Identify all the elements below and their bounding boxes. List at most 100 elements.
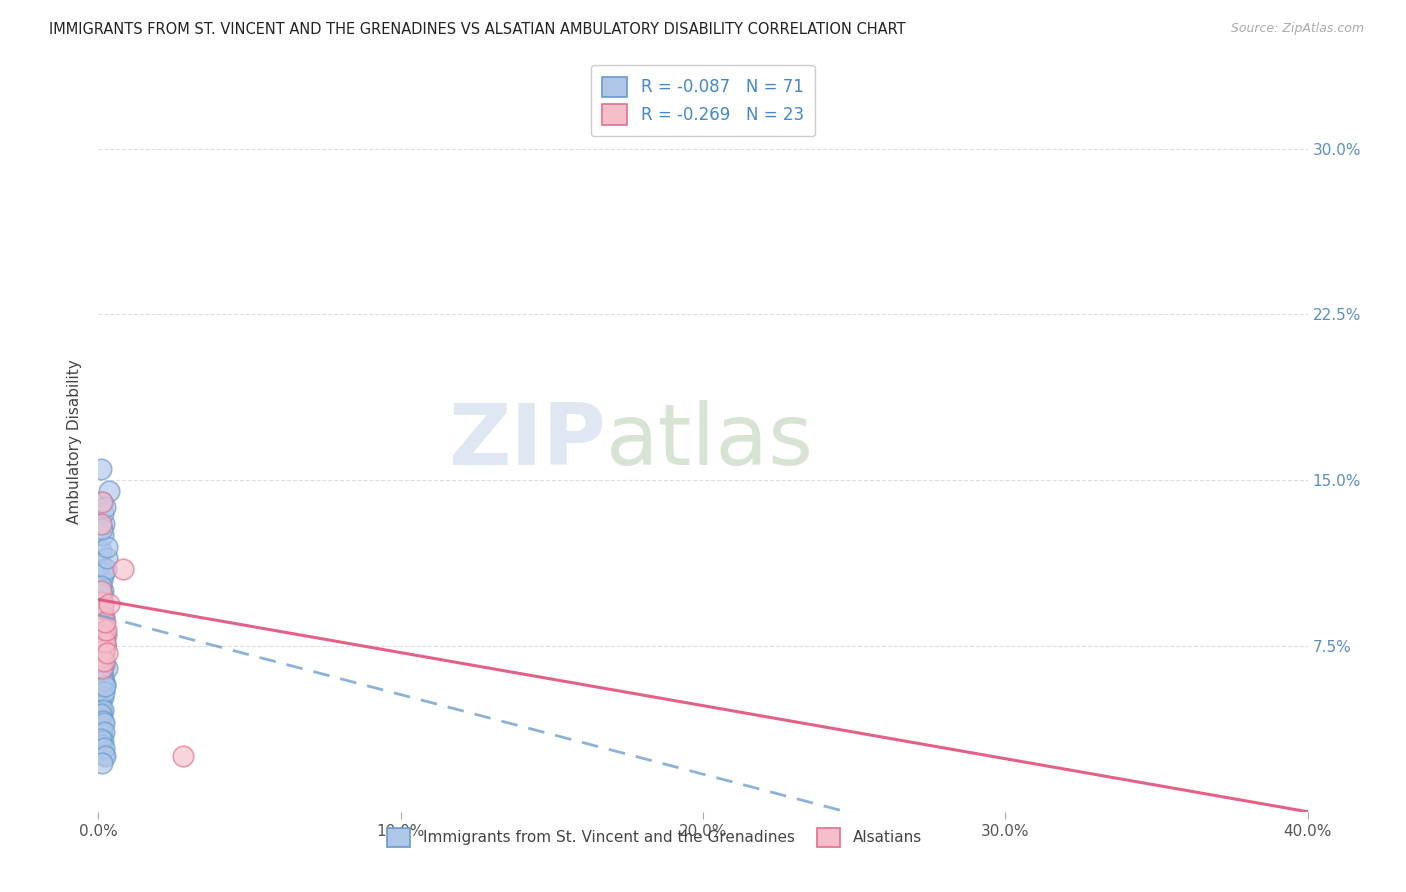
Point	[90, 698, 112, 713]
Text: Source: ZipAtlas.com: Source: ZipAtlas.com	[1230, 22, 1364, 36]
Point	[93, 716, 115, 731]
Point	[90, 652, 112, 666]
Point	[93, 621, 115, 635]
Point	[93, 685, 115, 699]
Legend: Immigrants from St. Vincent and the Grenadines, Alsatians: Immigrants from St. Vincent and the Gren…	[378, 819, 931, 856]
Point	[91, 672, 114, 686]
Text: ZIP: ZIP	[449, 400, 606, 483]
Point	[94, 634, 117, 648]
Point	[91, 632, 114, 647]
Point	[172, 749, 194, 764]
Point	[91, 714, 114, 728]
Point	[91, 610, 114, 624]
Point	[93, 725, 115, 739]
Point	[93, 632, 115, 647]
Point	[93, 657, 115, 671]
Point	[90, 517, 112, 532]
Point	[94, 615, 117, 629]
Point	[90, 583, 112, 598]
Point	[93, 646, 115, 660]
Point	[93, 747, 115, 762]
Point	[91, 650, 114, 665]
Point	[91, 690, 114, 704]
Point	[90, 712, 112, 726]
Point	[91, 734, 114, 748]
Point	[91, 661, 114, 675]
Point	[91, 665, 114, 680]
Point	[91, 495, 114, 509]
Point	[90, 721, 112, 735]
Point	[91, 634, 114, 648]
Point	[90, 558, 112, 572]
Point	[93, 621, 115, 635]
Point	[94, 749, 117, 764]
Point	[111, 561, 134, 575]
Point	[96, 661, 118, 675]
Point	[91, 606, 114, 620]
Point	[90, 707, 112, 722]
Point	[91, 703, 114, 717]
Point	[90, 650, 112, 665]
Point	[91, 670, 114, 684]
Point	[91, 522, 114, 536]
Point	[91, 674, 114, 689]
Point	[96, 540, 118, 554]
Point	[93, 740, 115, 755]
Point	[90, 681, 112, 695]
Text: IMMIGRANTS FROM ST. VINCENT AND THE GRENADINES VS ALSATIAN AMBULATORY DISABILITY: IMMIGRANTS FROM ST. VINCENT AND THE GREN…	[49, 22, 905, 37]
Point	[98, 484, 121, 499]
Point	[93, 615, 115, 629]
Point	[94, 628, 117, 642]
Point	[90, 743, 112, 757]
Point	[93, 517, 115, 532]
Point	[94, 679, 117, 693]
Point	[90, 599, 112, 614]
Point	[94, 500, 117, 514]
Point	[90, 694, 112, 708]
Point	[90, 579, 112, 593]
Point	[94, 676, 117, 690]
Point	[94, 637, 117, 651]
Point	[90, 544, 112, 558]
Point	[91, 583, 114, 598]
Point	[91, 588, 114, 602]
Point	[91, 641, 114, 656]
Point	[96, 646, 118, 660]
Point	[94, 639, 117, 653]
Point	[90, 606, 112, 620]
Point	[90, 616, 112, 631]
Point	[93, 643, 115, 657]
Point	[91, 727, 114, 741]
Point	[93, 655, 115, 669]
Point	[91, 739, 114, 753]
Y-axis label: Ambulatory Disability: Ambulatory Disability	[67, 359, 83, 524]
Point	[94, 624, 117, 638]
Point	[90, 495, 112, 509]
Point	[90, 628, 112, 642]
Point	[91, 528, 114, 542]
Text: atlas: atlas	[606, 400, 814, 483]
Point	[90, 756, 112, 770]
Point	[90, 648, 112, 662]
Point	[96, 550, 118, 565]
Point	[91, 624, 114, 638]
Point	[91, 706, 114, 720]
Point	[91, 595, 114, 609]
Point	[90, 462, 112, 476]
Point	[91, 595, 114, 609]
Point	[91, 507, 114, 521]
Point	[90, 683, 112, 698]
Point	[93, 566, 115, 580]
Point	[93, 610, 115, 624]
Point	[90, 731, 112, 746]
Point	[90, 663, 112, 677]
Point	[94, 639, 117, 653]
Point	[93, 630, 115, 644]
Point	[91, 643, 114, 657]
Point	[94, 561, 117, 575]
Point	[91, 601, 114, 615]
Point	[90, 655, 112, 669]
Point	[90, 616, 112, 631]
Point	[98, 597, 121, 611]
Point	[91, 573, 114, 587]
